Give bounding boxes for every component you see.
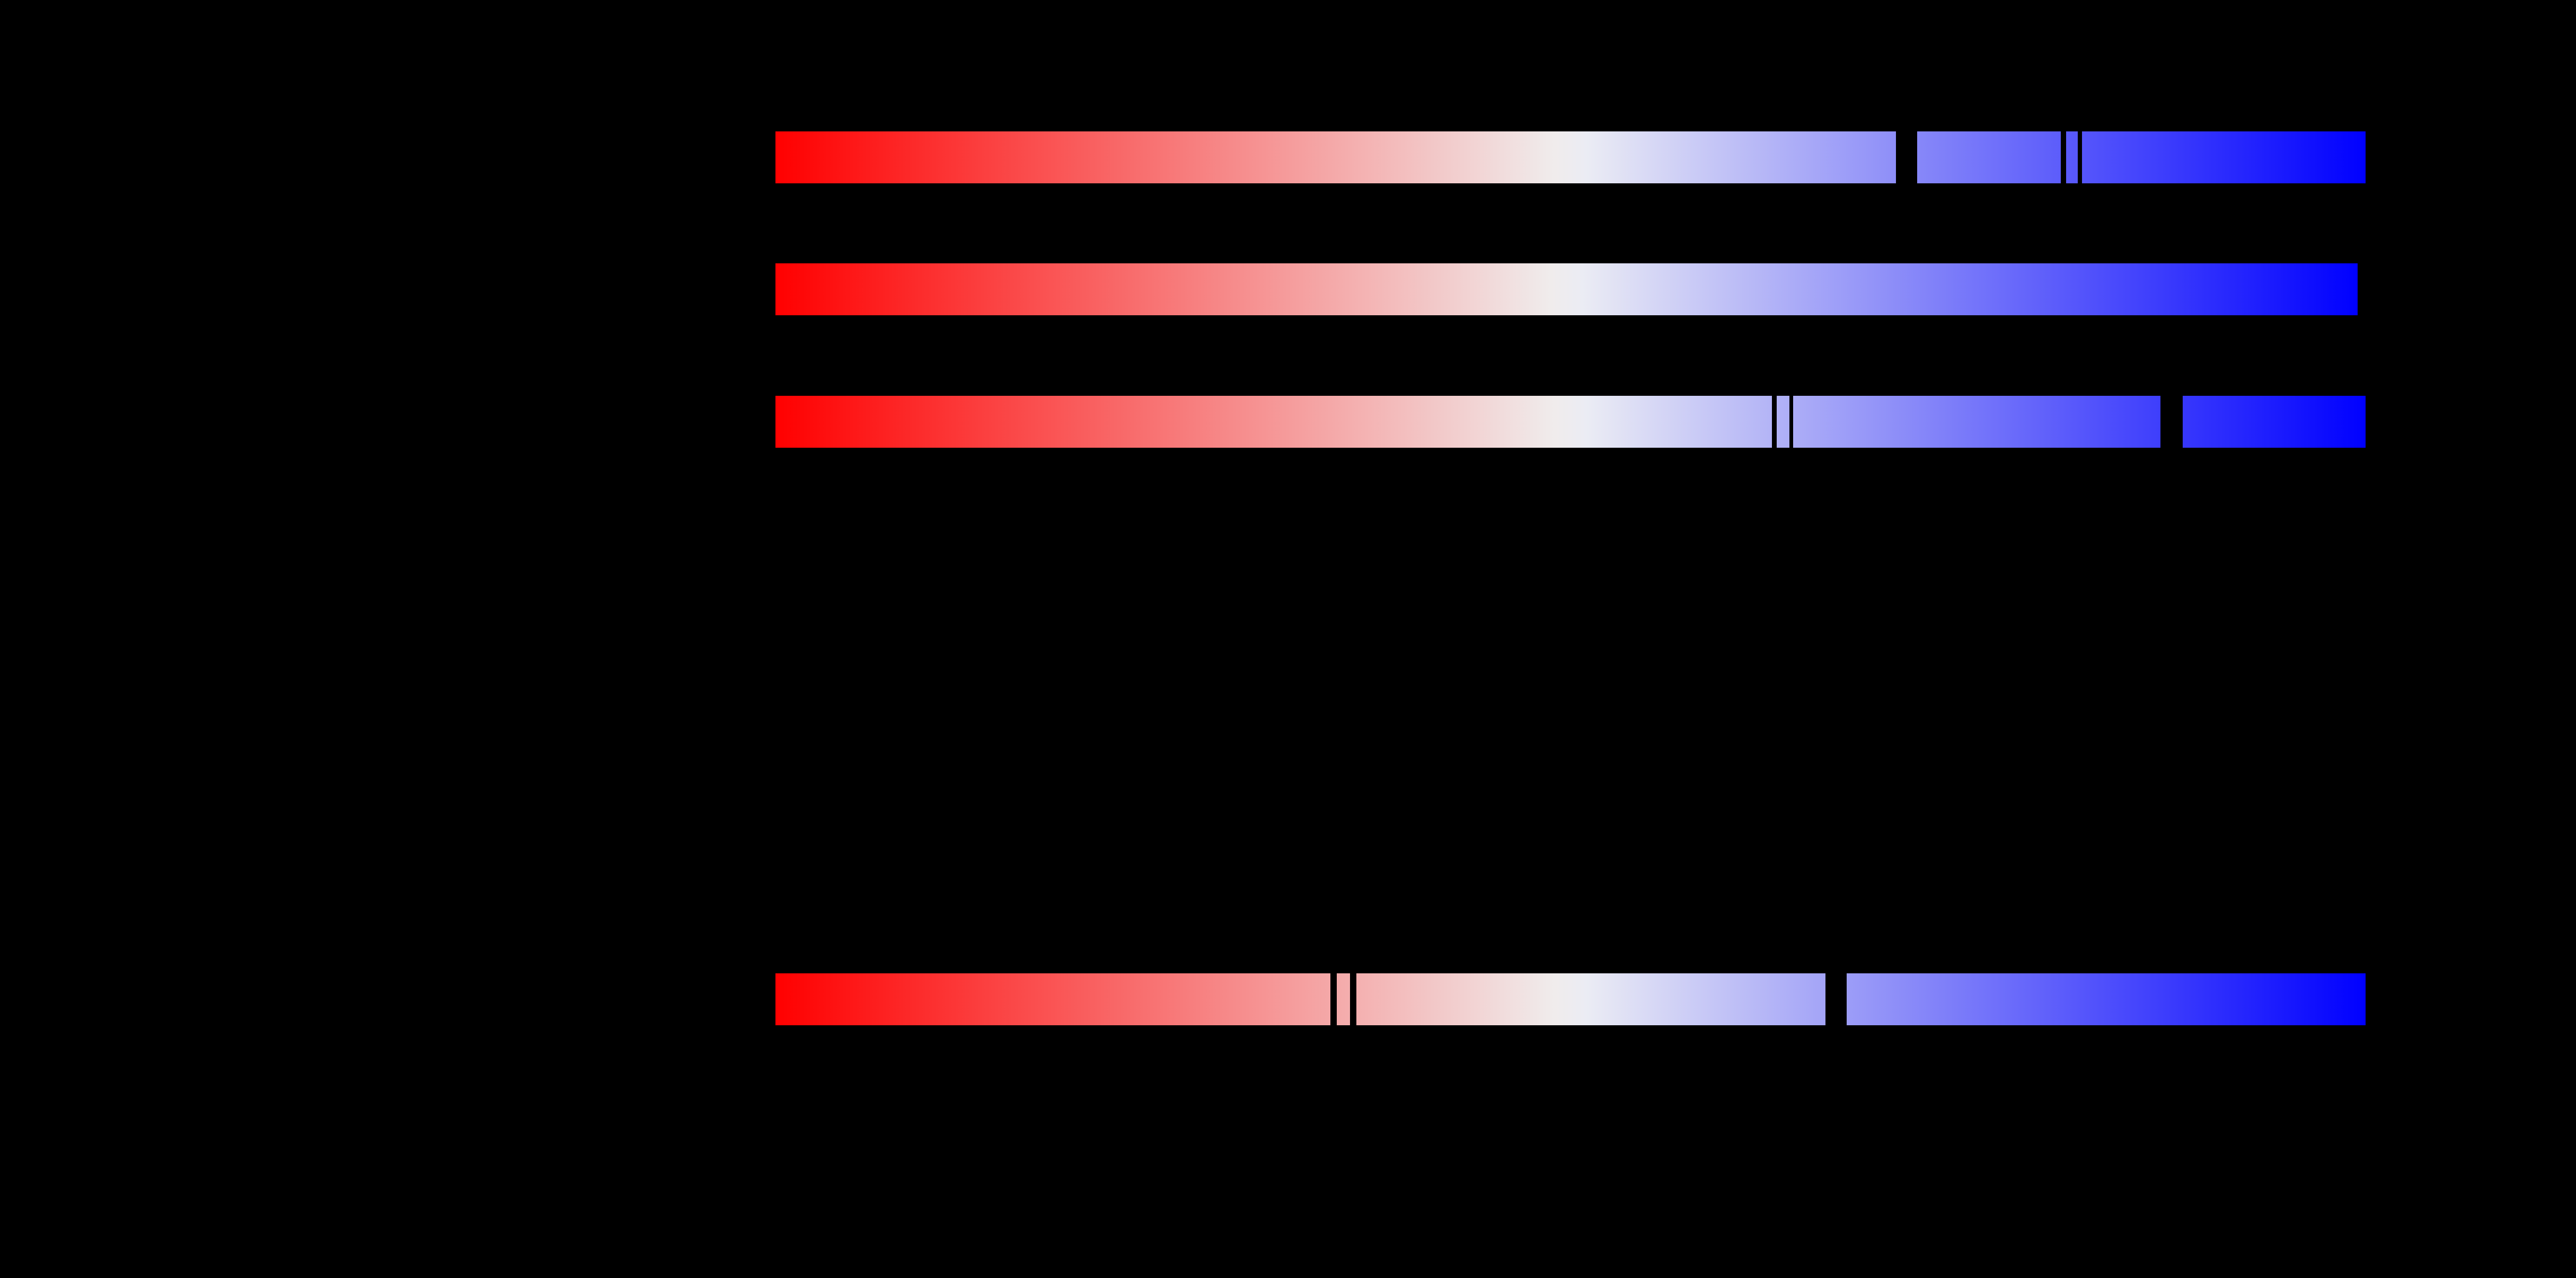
gradient-bar-4 xyxy=(775,973,2366,1026)
gradient-bar-3 xyxy=(775,395,2366,448)
bar-tick-mark xyxy=(1789,395,1793,448)
bar-gap xyxy=(1825,973,1847,1026)
bar-tick-mark xyxy=(1330,973,1337,1026)
bar-tick-mark xyxy=(1772,395,1777,448)
bar-tick-mark xyxy=(2078,131,2082,184)
bar-tick-mark xyxy=(2061,131,2066,184)
gradient-bar-2 xyxy=(775,263,2358,315)
gradient-bar-1 xyxy=(775,131,2366,184)
bar-gap xyxy=(2160,395,2183,448)
bar-gap xyxy=(1896,131,1917,184)
bar-tick-mark xyxy=(1350,973,1356,1026)
